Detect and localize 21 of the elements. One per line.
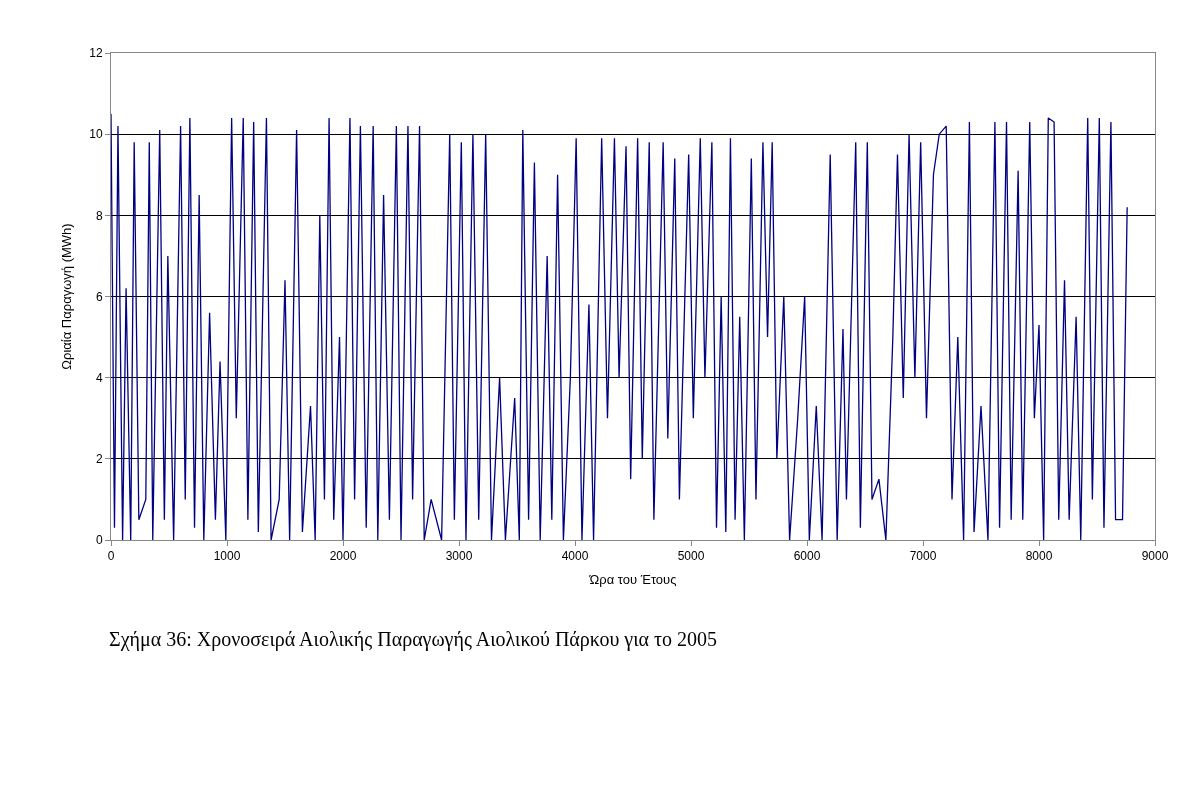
x-tick-label: 3000 (445, 549, 473, 564)
y-tick-label: 8 (95, 208, 103, 223)
x-tick-label: 5000 (677, 549, 705, 564)
y-tick-label: 2 (95, 452, 103, 467)
x-tick-label: 9000 (1141, 549, 1169, 564)
x-tick-label: 2000 (329, 549, 357, 564)
x-tick-label: 1000 (213, 549, 241, 564)
x-tick-label: 0 (107, 549, 115, 564)
y-tick-label: 12 (89, 46, 103, 61)
y-tick-label: 4 (95, 370, 103, 385)
x-tick-label: 7000 (909, 549, 937, 564)
y-tick-label: 10 (89, 127, 103, 142)
text: Σχήμα 36: Χρονοσειρά Αιολικής Παραγωγής Αιολικού Πάρκου για το 2005 (109, 628, 718, 651)
x-axis-title: Ώρα του Έτους (588, 572, 677, 587)
y-tick-label: 0 (95, 533, 103, 548)
y-tick-label: 6 (95, 289, 103, 304)
x-tick-label: 8000 (1025, 549, 1053, 564)
line-series (111, 113, 1128, 540)
x-tick-label: 6000 (793, 549, 821, 564)
x-tick-label: 4000 (561, 549, 589, 564)
y-axis-title: Ωριαία Παραγωγή (MWh) (59, 223, 75, 370)
